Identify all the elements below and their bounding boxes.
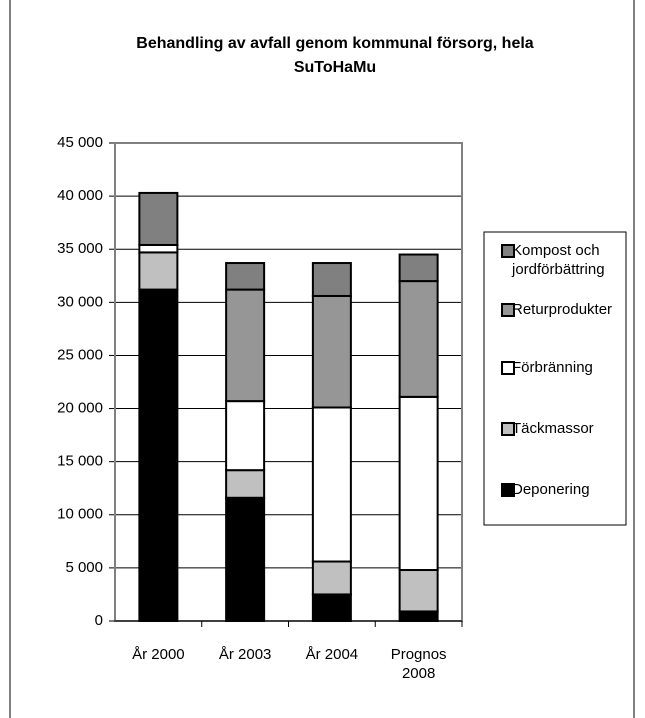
bar-segment (311, 593, 352, 623)
legend-swatch (501, 361, 515, 375)
legend-label: Kompost och jordförbättring (512, 242, 605, 278)
chart-title: Behandling av avfall genom kommunal förs… (136, 35, 534, 76)
y-tick-label: 0 (95, 612, 103, 629)
bar-segment (225, 469, 266, 499)
legend-swatch (501, 303, 515, 317)
legend-swatch (501, 244, 515, 258)
bar-segment (398, 253, 439, 283)
bar-segment (311, 294, 352, 409)
x-tick-label: År 2000 (132, 646, 185, 663)
bar-segment (225, 496, 266, 623)
bar-segment (225, 288, 266, 403)
x-tick-label: År 2003 (218, 646, 272, 663)
bar-segment (138, 288, 179, 622)
bar-segment (311, 262, 352, 297)
y-tick-label: 35 000 (57, 240, 103, 257)
bar-segment (398, 395, 439, 572)
bar-segment (311, 406, 352, 563)
legend-label: Deponering (512, 481, 590, 498)
bar-segment (138, 251, 179, 291)
bar-segment (398, 569, 439, 613)
legend-box (483, 231, 627, 526)
bar-segment (225, 400, 266, 472)
y-tick-label: 15 000 (57, 453, 103, 470)
legend-label: Returprodukter (512, 301, 613, 318)
y-tick-label: 5 000 (65, 559, 103, 576)
legend-label: Täckmassor (512, 420, 594, 437)
bar-segment (398, 280, 439, 398)
bar-segment (311, 560, 352, 596)
legend-swatch (501, 422, 515, 436)
bar-segment (225, 262, 266, 291)
y-tick-label: 40 000 (57, 187, 103, 204)
y-tick-label: 30 000 (57, 293, 103, 310)
y-tick-label: 20 000 (57, 400, 103, 417)
x-tick-label: Prognos 2008 (390, 646, 447, 682)
bar-segment (138, 243, 179, 254)
y-tick-label: 10 000 (57, 506, 103, 523)
y-tick-label: 45 000 (57, 134, 103, 151)
bar-segment (398, 610, 439, 623)
bar-segment (138, 191, 179, 246)
legend-label: Förbränning (512, 359, 593, 376)
y-tick-label: 25 000 (57, 346, 103, 363)
legend-swatch (501, 483, 515, 497)
x-tick-label: År 2004 (305, 646, 359, 663)
